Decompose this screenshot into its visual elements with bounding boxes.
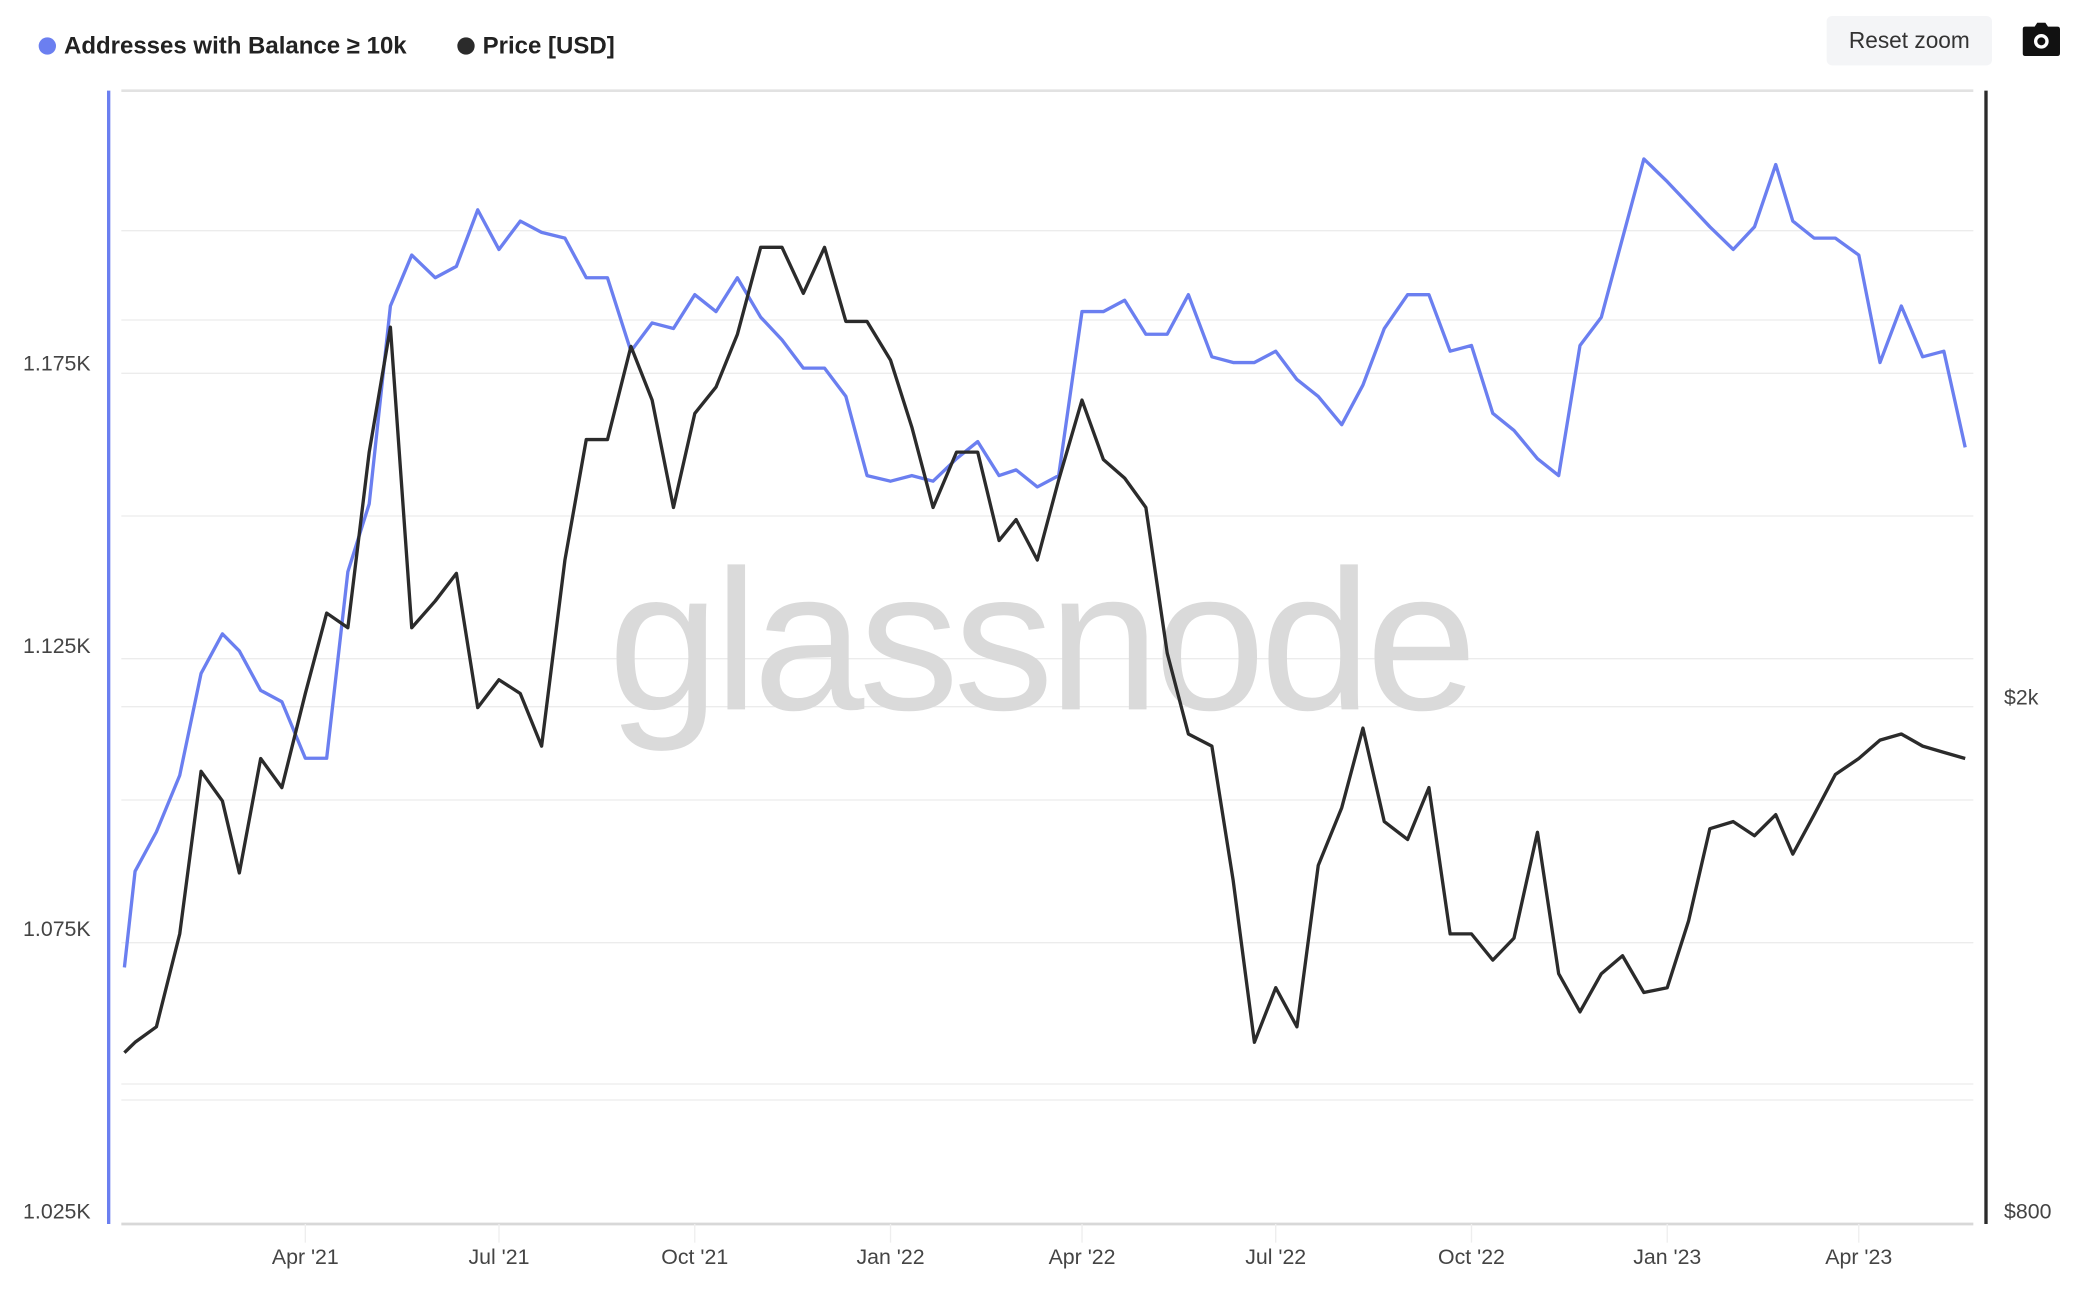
x-tick-label: Jan '22 [856,1245,924,1269]
right-tick-label: $2k [2004,685,2039,709]
x-tick-label: Apr '22 [1049,1245,1116,1269]
left-tick-label: 1.075K [23,917,91,941]
legend-item-addresses[interactable]: Addresses with Balance ≥ 10k [38,31,407,60]
right-axis-ticks: $800 $2k [2004,685,2052,1223]
x-tick-label: Jan '23 [1633,1245,1701,1269]
x-axis-ticks: Apr '21 Jul '21 Oct '21 Jan '22 Apr '22 Jul '… [272,1223,1892,1269]
right-tick-label: $800 [2004,1200,2052,1224]
left-tick-label: 1.125K [23,634,91,658]
watermark: glassnode [608,529,1472,752]
legend-dot-addresses [38,37,56,55]
legend-label-price: Price [USD] [482,31,615,59]
left-axis-ticks: 1.025K 1.075K 1.125K 1.175K [23,351,91,1223]
left-tick-label: 1.025K [23,1200,91,1224]
reset-zoom-button[interactable]: Reset zoom [1826,15,1992,66]
legend-dot-price [457,37,475,55]
gridlines [121,229,1974,1101]
series-line-price [123,245,1966,1054]
legend-item-price[interactable]: Price [USD] [457,31,615,60]
x-tick-label: Jul '21 [468,1245,529,1269]
camera-icon[interactable] [2022,22,2060,56]
x-tick-label: Apr '21 [272,1245,339,1269]
x-tick-label: Apr '23 [1825,1245,1892,1269]
x-tick-label: Oct '22 [1438,1245,1505,1269]
x-tick-label: Jul '22 [1245,1245,1306,1269]
legend-label-addresses: Addresses with Balance ≥ 10k [63,31,407,59]
x-tick-label: Oct '21 [661,1245,728,1269]
series-line-addresses [122,157,1967,968]
left-tick-label: 1.175K [23,351,91,375]
